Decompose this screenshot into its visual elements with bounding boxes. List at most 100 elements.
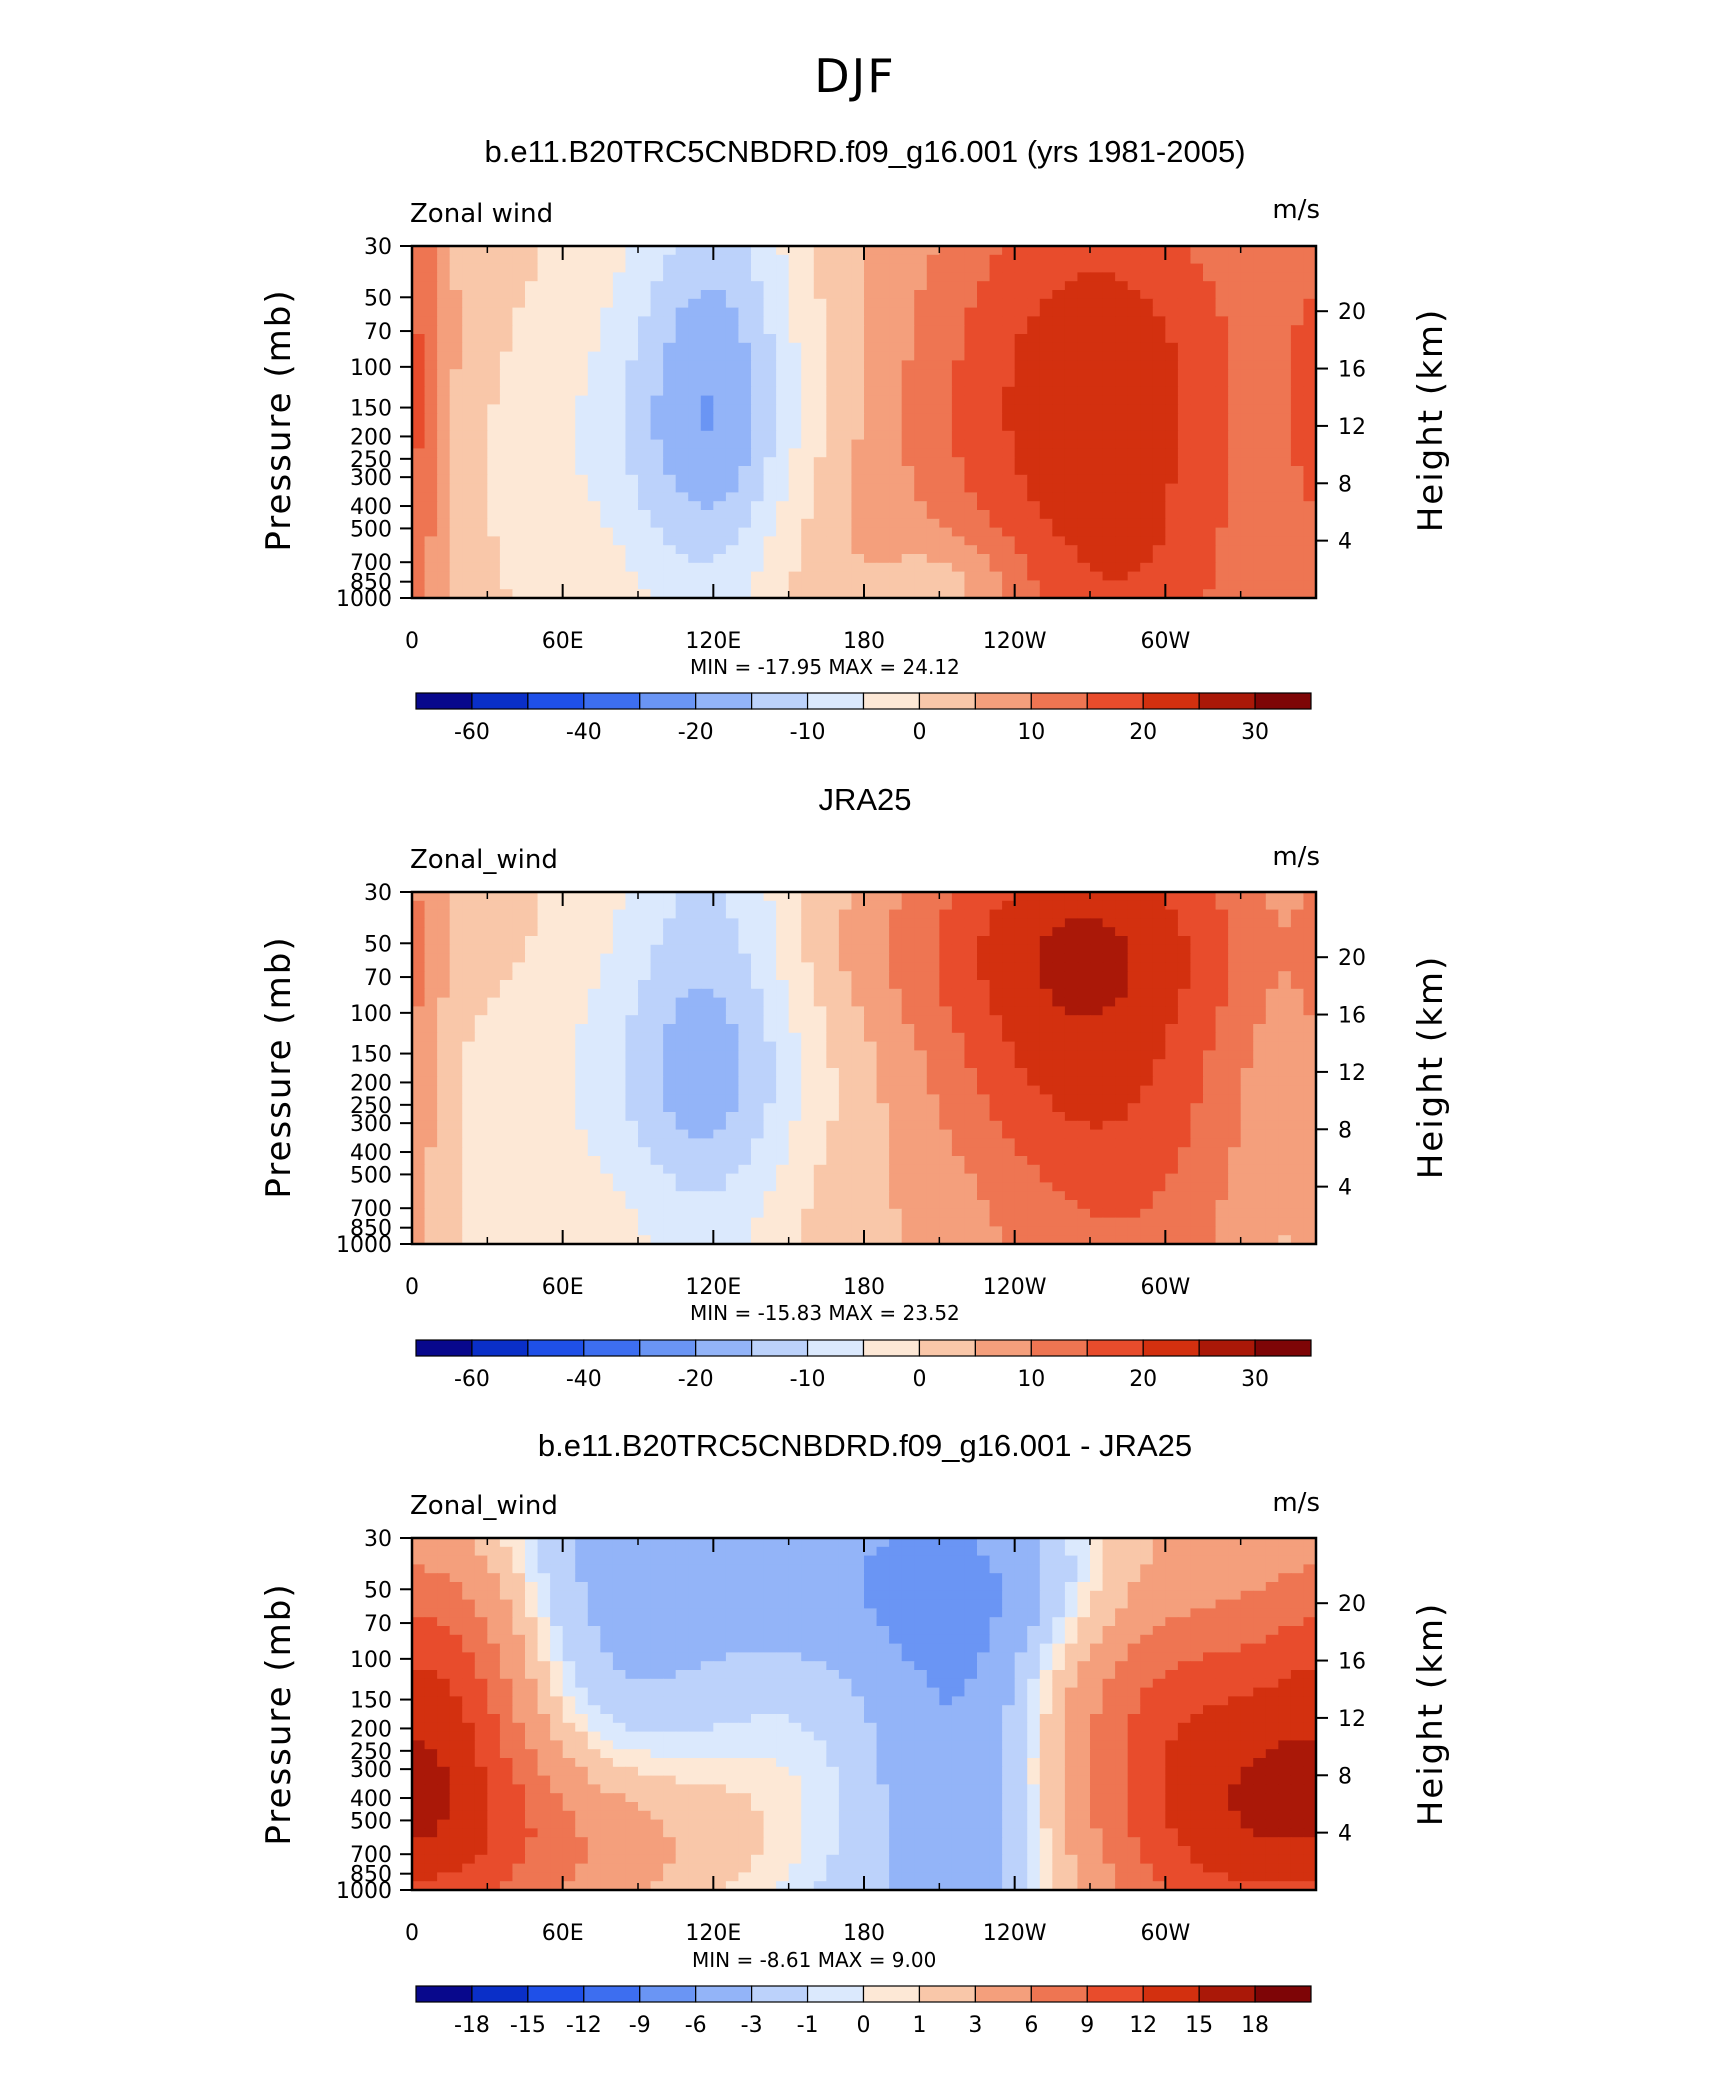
contour-cell <box>889 545 903 555</box>
contour-cell <box>801 298 815 309</box>
contour-cell <box>813 1050 827 1060</box>
contour-cell <box>525 334 539 344</box>
contour-cell <box>474 962 488 972</box>
contour-cell <box>1140 1024 1154 1034</box>
contour-cell <box>675 953 689 963</box>
contour-cell <box>939 953 953 963</box>
contour-cell <box>638 316 652 326</box>
contour-cell <box>1002 483 1016 493</box>
contour-cell <box>487 1050 501 1060</box>
contour-cell <box>977 980 991 990</box>
contour-cell <box>1203 1059 1217 1069</box>
contour-cell <box>914 342 928 353</box>
contour-cell <box>838 1024 853 1034</box>
contour-cell <box>600 1094 614 1104</box>
contour-cell <box>876 971 890 981</box>
contour-cell <box>1253 545 1267 555</box>
contour-cell <box>813 360 827 370</box>
contour-cell <box>864 554 878 564</box>
contour-cell <box>1165 936 1179 946</box>
contour-cell <box>1240 545 1254 555</box>
contour-cell <box>537 571 551 581</box>
contour-cell <box>1303 1032 1316 1043</box>
contour-cell <box>1115 953 1129 963</box>
contour-cell <box>462 1024 476 1034</box>
contour-cell <box>1253 466 1267 476</box>
contour-cell <box>625 1015 639 1025</box>
contour-cell <box>462 369 476 379</box>
contour-cell <box>1228 457 1242 467</box>
contour-cell <box>474 1050 488 1060</box>
contour-cell <box>977 360 991 370</box>
contour-cell <box>1165 325 1179 335</box>
contour-cell <box>1177 369 1192 379</box>
contour-cell <box>1127 316 1141 326</box>
contour-cell <box>964 589 978 598</box>
contour-cell <box>449 474 463 485</box>
contour-cell <box>537 892 551 902</box>
contour-cell <box>688 997 702 1007</box>
contour-cell <box>412 997 426 1007</box>
contour-cell <box>537 1050 551 1060</box>
contour-cell <box>901 1059 915 1069</box>
contour-cell <box>462 448 476 458</box>
contour-cell <box>926 457 940 467</box>
contour-cell <box>700 448 714 458</box>
contour-cell <box>914 334 928 344</box>
contour-cell <box>675 448 689 458</box>
contour-cell <box>537 518 551 529</box>
contour-cell <box>424 962 438 972</box>
contour-cell <box>1228 492 1242 502</box>
contour-cell <box>826 325 840 335</box>
contour-cell <box>650 527 664 537</box>
contour-cell <box>600 962 614 972</box>
contour-cell <box>914 422 928 432</box>
contour-cell <box>826 918 840 928</box>
contour-cell <box>650 307 664 317</box>
contour-cell <box>926 466 940 476</box>
contour-cell <box>725 1024 740 1034</box>
contour-cell <box>1215 448 1229 458</box>
contour-cell <box>575 518 589 529</box>
contour-cell <box>1203 351 1217 361</box>
contour-cell <box>1027 246 1041 256</box>
contour-cell <box>600 1032 614 1043</box>
contour-cell <box>1240 404 1254 414</box>
contour-cell <box>1090 492 1104 502</box>
contour-cell <box>412 413 426 423</box>
contour-cell <box>1253 1076 1267 1087</box>
contour-cell <box>989 1129 1003 1139</box>
contour-cell <box>474 918 488 928</box>
contour-cell <box>550 580 564 590</box>
contour-cell <box>939 334 953 344</box>
contour-cell <box>901 439 915 449</box>
contour-cell <box>499 1103 514 1113</box>
contour-cell <box>562 466 576 476</box>
contour-cell <box>763 536 777 546</box>
contour-cell <box>1290 483 1305 493</box>
contour-cell <box>939 254 953 265</box>
contour-cell <box>512 554 526 564</box>
contour-cell <box>1002 1103 1016 1113</box>
contour-cell <box>675 298 689 309</box>
contour-cell <box>1002 1059 1016 1069</box>
contour-cell <box>537 439 551 449</box>
contour-cell <box>1203 386 1217 397</box>
contour-cell <box>738 492 752 502</box>
contour-cell <box>776 439 790 449</box>
contour-cell <box>462 404 476 414</box>
contour-cell <box>449 272 463 282</box>
colorbar-label: 20 <box>1129 720 1157 745</box>
contour-cell <box>864 263 878 273</box>
contour-cell <box>914 457 928 467</box>
contour-cell <box>788 413 802 423</box>
contour-cell <box>989 474 1003 485</box>
contour-cell <box>864 395 878 405</box>
contour-cell <box>587 562 601 573</box>
contour-cell <box>889 536 903 546</box>
contour-cell <box>901 918 915 928</box>
contour-cell <box>1002 988 1016 999</box>
contour-cell <box>725 413 740 423</box>
contour-cell <box>1127 360 1141 370</box>
contour-cell <box>713 1032 727 1043</box>
